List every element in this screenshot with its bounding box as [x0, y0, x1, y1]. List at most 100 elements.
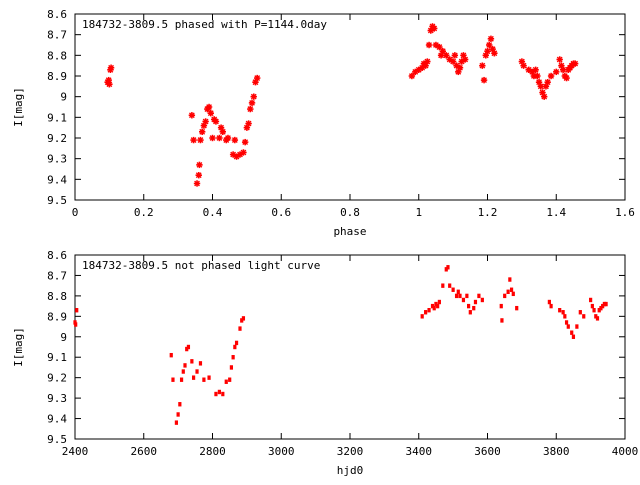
data-point	[233, 344, 237, 350]
data-point	[432, 305, 436, 311]
data-point	[186, 344, 191, 350]
data-point	[480, 76, 488, 84]
data-point	[178, 402, 182, 407]
x-tick-label: 0.8	[340, 206, 360, 219]
y-tick-label: 9.3	[47, 153, 67, 166]
data-point	[191, 375, 196, 380]
phased-data-points	[104, 23, 579, 187]
data-point	[448, 283, 452, 288]
data-point	[547, 72, 555, 80]
data-point	[202, 118, 209, 125]
x-tick-label: 3000	[268, 445, 295, 458]
data-point	[432, 41, 440, 49]
data-point	[578, 310, 582, 315]
y-tick-label: 9	[60, 91, 67, 104]
x-tick-label: 1	[415, 206, 422, 219]
data-point	[458, 293, 462, 299]
data-point	[477, 293, 481, 299]
phased-light-curve-panel: 184732-3809.5 phased with P=1144.0day ph…	[12, 8, 635, 238]
data-point	[229, 365, 234, 370]
y-tick-label: 8.7	[47, 29, 67, 42]
data-point	[207, 375, 211, 380]
data-point	[444, 267, 448, 272]
data-point	[434, 301, 438, 307]
data-point	[74, 322, 78, 327]
data-point	[105, 76, 112, 84]
x-tick-label: 0	[72, 206, 79, 219]
data-point	[181, 369, 185, 374]
x-tick-label: 4000	[612, 445, 639, 458]
data-point	[503, 293, 507, 299]
data-point	[515, 305, 519, 311]
data-point	[207, 110, 214, 117]
data-point	[499, 303, 503, 309]
data-point	[195, 172, 202, 179]
y-tick-label: 8.8	[47, 49, 67, 62]
data-point	[238, 326, 242, 331]
data-point	[456, 64, 464, 71]
x-tick-label: 0.4	[203, 206, 223, 219]
data-point	[231, 136, 239, 144]
y-tick-label: 9	[60, 331, 67, 344]
data-point	[571, 334, 576, 339]
data-point	[179, 377, 184, 382]
data-point	[553, 68, 560, 76]
data-point	[566, 324, 570, 329]
y-tick-label: 8.8	[47, 290, 67, 303]
data-point	[570, 330, 574, 335]
unphased-light-curve-panel: 184732-3809.5 not phased light curve hjd…	[12, 249, 638, 477]
x-tick-label: 2600	[131, 445, 158, 458]
data-point	[466, 303, 471, 309]
data-point	[461, 297, 466, 303]
data-point	[190, 359, 194, 364]
data-point	[420, 314, 424, 319]
data-point	[479, 62, 486, 69]
y-tick-label: 9.2	[47, 372, 67, 385]
data-point	[506, 289, 510, 294]
y-tick-label: 9.5	[47, 433, 67, 446]
data-point	[604, 301, 608, 307]
y-tick-label: 8.9	[47, 310, 67, 323]
data-point	[451, 287, 455, 292]
x-tick-label: 1.6	[615, 206, 635, 219]
data-point	[245, 120, 252, 127]
x-tick-label: 0.6	[271, 206, 291, 219]
y-tick-label: 9.1	[47, 351, 67, 364]
data-point	[183, 363, 187, 368]
data-point	[549, 303, 553, 309]
data-point	[486, 41, 493, 49]
data-point	[484, 48, 491, 55]
data-point	[473, 299, 478, 305]
y-tick-label: 8.6	[47, 249, 67, 262]
data-point	[571, 60, 579, 67]
data-point	[597, 308, 601, 313]
data-point	[253, 74, 261, 82]
data-point	[224, 379, 228, 384]
data-point	[107, 64, 115, 71]
data-point	[248, 99, 256, 107]
y-tick-label: 9.4	[47, 173, 67, 186]
data-point	[424, 58, 431, 65]
data-point	[558, 308, 562, 313]
data-point	[441, 283, 445, 288]
data-point	[75, 308, 79, 313]
data-point	[595, 316, 600, 321]
data-point	[500, 318, 504, 323]
data-point	[217, 389, 221, 395]
x-tick-label: 3200	[337, 445, 364, 458]
data-point	[174, 420, 179, 425]
y-tick-label: 8.9	[47, 70, 67, 83]
data-point	[487, 35, 495, 42]
data-point	[427, 308, 431, 313]
data-point	[228, 377, 232, 382]
data-point	[234, 340, 239, 346]
data-point	[590, 303, 594, 309]
y-tick-label: 9.1	[47, 111, 67, 124]
data-point	[202, 377, 206, 382]
data-point	[198, 361, 203, 366]
data-point	[241, 316, 246, 321]
data-point	[424, 310, 428, 315]
data-point	[472, 305, 476, 311]
data-point	[491, 50, 498, 57]
data-point	[456, 289, 460, 294]
